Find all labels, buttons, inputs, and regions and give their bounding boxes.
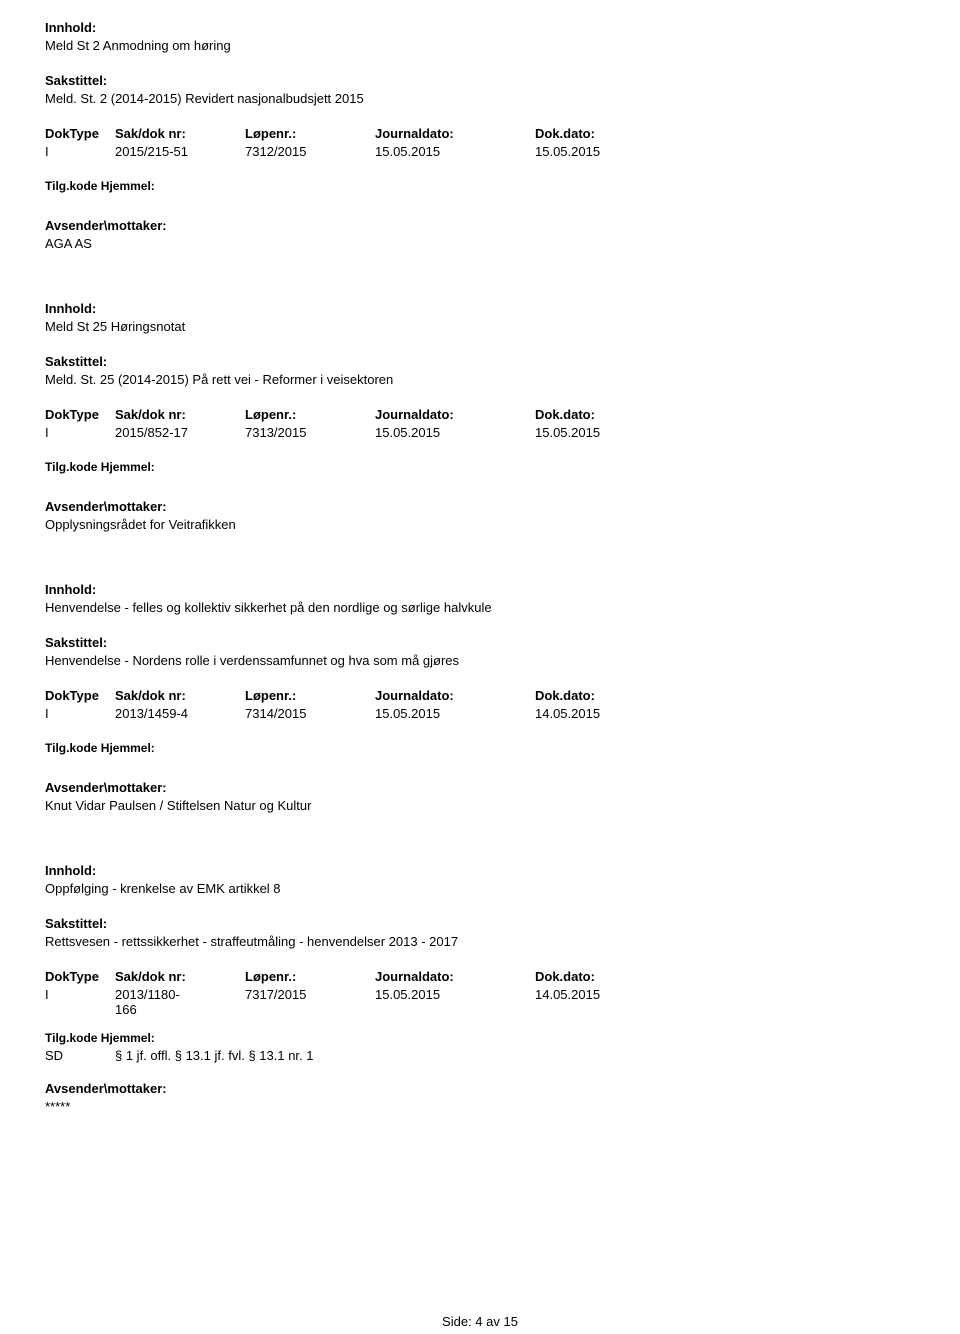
tilgkode-label: Tilg.kode Hjemmel: (45, 460, 915, 474)
tilgkode-label: Tilg.kode Hjemmel: (45, 1031, 915, 1045)
dokdato-value: 14.05.2015 (535, 987, 665, 1002)
avsender-label: Avsender\mottaker: (45, 1081, 915, 1096)
doktype-value: I (45, 706, 115, 721)
spacer (45, 196, 915, 218)
avsender-label: Avsender\mottaker: (45, 499, 915, 514)
spacer (45, 758, 915, 780)
data-row: I 2015/215-51 7312/2015 15.05.2015 15.05… (45, 144, 915, 159)
journaldato-value: 15.05.2015 (375, 425, 535, 440)
doktype-header: DokType (45, 969, 115, 984)
doktype-header: DokType (45, 407, 115, 422)
avsender-text: Opplysningsrådet for Veitrafikken (45, 517, 915, 532)
column-headers: DokType Sak/dok nr: Løpenr.: Journaldato… (45, 126, 915, 141)
innhold-label: Innhold: (45, 582, 915, 597)
sakstittel-label: Sakstittel: (45, 635, 915, 650)
journaldato-header: Journaldato: (375, 126, 535, 141)
doktype-header: DokType (45, 688, 115, 703)
sakstittel-label: Sakstittel: (45, 73, 915, 88)
journaldato-value: 15.05.2015 (375, 144, 535, 159)
innhold-text: Oppfølging - krenkelse av EMK artikkel 8 (45, 881, 915, 896)
journaldato-value: 15.05.2015 (375, 706, 535, 721)
journal-entry: Innhold: Meld St 25 Høringsnotat Sakstit… (45, 301, 915, 532)
saknr-line2: 166 (115, 1002, 915, 1017)
saknr-value: 2013/1180- (115, 987, 245, 1002)
sakstittel-text: Rettsvesen - rettssikkerhet - straffeutm… (45, 934, 915, 949)
journaldato-header: Journaldato: (375, 969, 535, 984)
innhold-text: Henvendelse - felles og kollektiv sikker… (45, 600, 915, 615)
saknr-header: Sak/dok nr: (115, 969, 245, 984)
avsender-label: Avsender\mottaker: (45, 780, 915, 795)
journaldato-header: Journaldato: (375, 688, 535, 703)
hjemmel-value: § 1 jf. offl. § 13.1 jf. fvl. § 13.1 nr.… (115, 1048, 915, 1063)
column-headers: DokType Sak/dok nr: Løpenr.: Journaldato… (45, 688, 915, 703)
lopenr-header: Løpenr.: (245, 688, 375, 703)
data-row: I 2015/852-17 7313/2015 15.05.2015 15.05… (45, 425, 915, 440)
tilgkode-label: Tilg.kode Hjemmel: (45, 179, 915, 193)
doktype-value: I (45, 425, 115, 440)
innhold-text: Meld St 2 Anmodning om høring (45, 38, 915, 53)
saknr-header: Sak/dok nr: (115, 688, 245, 703)
innhold-label: Innhold: (45, 301, 915, 316)
doktype-value: I (45, 987, 115, 1002)
column-headers: DokType Sak/dok nr: Løpenr.: Journaldato… (45, 969, 915, 984)
journaldato-header: Journaldato: (375, 407, 535, 422)
column-headers: DokType Sak/dok nr: Løpenr.: Journaldato… (45, 407, 915, 422)
sakstittel-text: Henvendelse - Nordens rolle i verdenssam… (45, 653, 915, 668)
avsender-text: ***** (45, 1099, 915, 1114)
dokdato-value: 15.05.2015 (535, 425, 665, 440)
dokdato-header: Dok.dato: (535, 688, 665, 703)
dokdato-header: Dok.dato: (535, 126, 665, 141)
tilgkode-value: SD (45, 1048, 115, 1063)
spacer (45, 477, 915, 499)
tilgkode-label: Tilg.kode Hjemmel: (45, 741, 915, 755)
dokdato-value: 15.05.2015 (535, 144, 665, 159)
saknr-header: Sak/dok nr: (115, 407, 245, 422)
lopenr-header: Løpenr.: (245, 407, 375, 422)
saknr-value: 2015/215-51 (115, 144, 245, 159)
innhold-label: Innhold: (45, 863, 915, 878)
avsender-label: Avsender\mottaker: (45, 218, 915, 233)
dokdato-header: Dok.dato: (535, 969, 665, 984)
data-row: I 2013/1180- 7317/2015 15.05.2015 14.05.… (45, 987, 915, 1002)
data-row: I 2013/1459-4 7314/2015 15.05.2015 14.05… (45, 706, 915, 721)
lopenr-value: 7312/2015 (245, 144, 375, 159)
saknr-header: Sak/dok nr: (115, 126, 245, 141)
sakstittel-text: Meld. St. 25 (2014-2015) På rett vei - R… (45, 372, 915, 387)
journal-entry: Innhold: Oppfølging - krenkelse av EMK a… (45, 863, 915, 1114)
journal-entry: Innhold: Henvendelse - felles og kollekt… (45, 582, 915, 813)
sakstittel-text: Meld. St. 2 (2014-2015) Revidert nasjona… (45, 91, 915, 106)
tilgkode-row: SD § 1 jf. offl. § 13.1 jf. fvl. § 13.1 … (45, 1048, 915, 1063)
sakstittel-label: Sakstittel: (45, 354, 915, 369)
avsender-text: AGA AS (45, 236, 915, 251)
journal-entry: Innhold: Meld St 2 Anmodning om høring S… (45, 20, 915, 251)
dokdato-header: Dok.dato: (535, 407, 665, 422)
journaldato-value: 15.05.2015 (375, 987, 535, 1002)
avsender-text: Knut Vidar Paulsen / Stiftelsen Natur og… (45, 798, 915, 813)
lopenr-header: Løpenr.: (245, 969, 375, 984)
doktype-value: I (45, 144, 115, 159)
lopenr-value: 7313/2015 (245, 425, 375, 440)
page-footer: Side: 4 av 15 (0, 1314, 960, 1329)
innhold-text: Meld St 25 Høringsnotat (45, 319, 915, 334)
sakstittel-label: Sakstittel: (45, 916, 915, 931)
saknr-value: 2013/1459-4 (115, 706, 245, 721)
saknr-value: 2015/852-17 (115, 425, 245, 440)
lopenr-header: Løpenr.: (245, 126, 375, 141)
innhold-label: Innhold: (45, 20, 915, 35)
doktype-header: DokType (45, 126, 115, 141)
dokdato-value: 14.05.2015 (535, 706, 665, 721)
lopenr-value: 7317/2015 (245, 987, 375, 1002)
lopenr-value: 7314/2015 (245, 706, 375, 721)
